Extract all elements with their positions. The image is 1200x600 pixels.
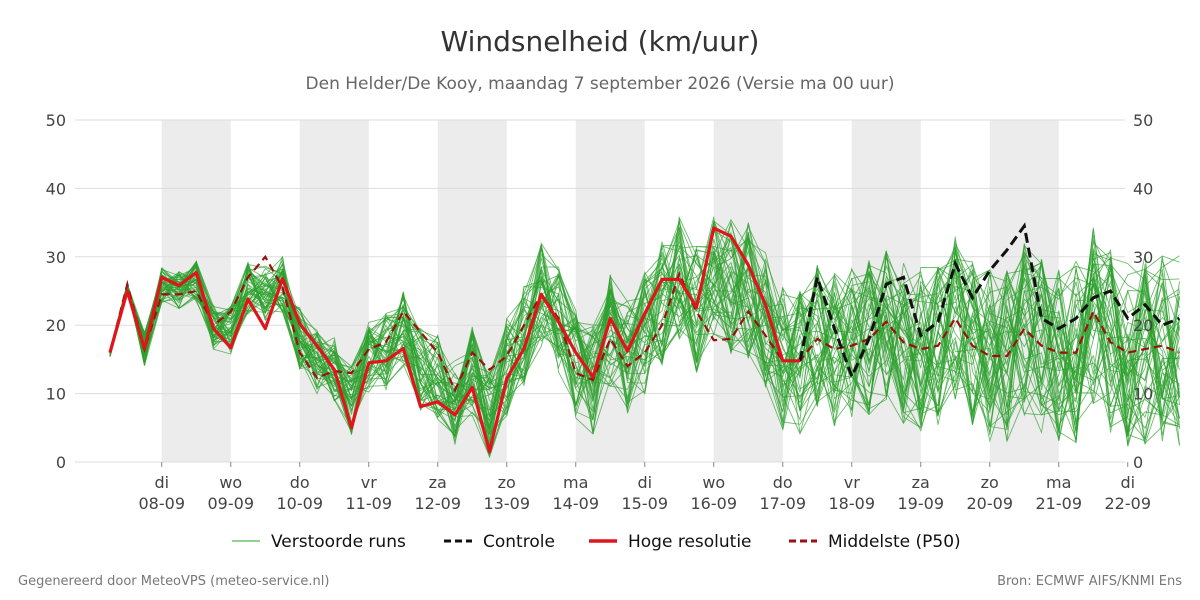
y-axis-left: 0 10 20 30 40 50	[46, 111, 66, 472]
ensemble-run	[109, 255, 1180, 440]
legend-high-res-label: Hoge resolutie	[628, 532, 752, 552]
main-series	[108, 222, 1181, 454]
x-tick-date: 08-09	[139, 494, 186, 513]
x-tick-day: za	[429, 473, 447, 492]
ensemble-run	[109, 247, 1180, 426]
footer-source: Bron: ECMWF AIFS/KNMI Ens	[997, 574, 1182, 589]
ensemble-run	[109, 233, 1180, 446]
y-tick-label: 0	[1133, 453, 1143, 472]
x-tick-date: 10-09	[277, 494, 324, 513]
ensemble-run	[109, 236, 1180, 446]
y-tick-label: 10	[46, 385, 66, 404]
x-tick-date: 17-09	[760, 494, 807, 513]
x-tick-date: 11-09	[346, 494, 393, 513]
x-tick-day: do	[290, 473, 310, 492]
x-tick-day: di	[1120, 473, 1135, 492]
high-res-line	[108, 226, 800, 454]
y-tick-label: 30	[46, 248, 66, 267]
y-tick-label: 50	[46, 111, 66, 130]
legend-ensemble-label: Verstoorde runs	[271, 532, 406, 552]
ensemble-run	[109, 245, 1180, 442]
y-axis-right: 0 10 20 30 40 50	[1133, 111, 1153, 472]
y-tick-label: 10	[1133, 385, 1153, 404]
chart-title: Windsnelheid (km/uur)	[441, 25, 760, 58]
y-tick-label: 0	[56, 453, 66, 472]
x-tick-day: vr	[361, 473, 377, 492]
x-tick-day: ma	[563, 473, 588, 492]
shade-band	[851, 120, 921, 462]
x-tick-date: 14-09	[553, 494, 600, 513]
x-tick-date: 22-09	[1105, 494, 1152, 513]
shade-band	[299, 120, 369, 462]
y-tick-label: 30	[1133, 248, 1153, 267]
chart-subtitle: Den Helder/De Kooy, maandag 7 september …	[306, 74, 895, 94]
legend-control-label: Controle	[483, 532, 555, 552]
y-tick-label: 40	[1133, 179, 1153, 198]
x-tick-date: 16-09	[691, 494, 738, 513]
y-tick-label: 20	[46, 316, 66, 335]
x-tick-day: wo	[219, 473, 242, 492]
x-axis: di 08-09 wo 09-09 do 10-09 vr 11-09 za 12-09 zo 13-…	[139, 462, 1152, 513]
ensemble-runs	[109, 216, 1180, 459]
x-tick-day: wo	[702, 473, 725, 492]
ensemble-run	[109, 217, 1180, 436]
x-tick-day: di	[637, 473, 652, 492]
ensemble-run	[109, 247, 1180, 425]
x-tick-day: zo	[498, 473, 516, 492]
y-tick-label: 20	[1133, 316, 1153, 335]
legend-median-label: Middelste (P50)	[828, 532, 961, 552]
x-tick-day: di	[154, 473, 169, 492]
x-tick-date: 20-09	[967, 494, 1014, 513]
legend: Verstoorde runs Controle Hoge resolutie Mid…	[232, 532, 961, 552]
x-tick-date: 19-09	[898, 494, 945, 513]
x-tick-date: 12-09	[415, 494, 462, 513]
x-tick-date: 13-09	[484, 494, 531, 513]
x-tick-day: do	[773, 473, 793, 492]
x-tick-date: 21-09	[1036, 494, 1083, 513]
x-tick-date: 15-09	[622, 494, 669, 513]
x-tick-day: za	[912, 473, 930, 492]
ensemble-run	[109, 250, 1180, 445]
x-tick-date: 09-09	[208, 494, 255, 513]
y-tick-label: 40	[46, 179, 66, 198]
x-tick-day: vr	[844, 473, 860, 492]
control-line	[798, 222, 1181, 381]
ensemble-run	[109, 240, 1180, 439]
x-tick-day: zo	[981, 473, 999, 492]
footer-credit: Gegenereerd door MeteoVPS (meteo-service…	[18, 574, 329, 589]
y-tick-label: 50	[1133, 111, 1153, 130]
x-tick-date: 18-09	[829, 494, 876, 513]
x-tick-day: ma	[1046, 473, 1071, 492]
